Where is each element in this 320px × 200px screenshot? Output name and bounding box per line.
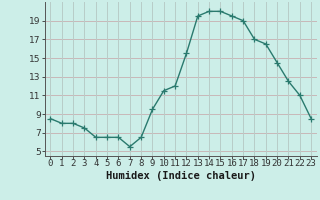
X-axis label: Humidex (Indice chaleur): Humidex (Indice chaleur) <box>106 171 256 181</box>
